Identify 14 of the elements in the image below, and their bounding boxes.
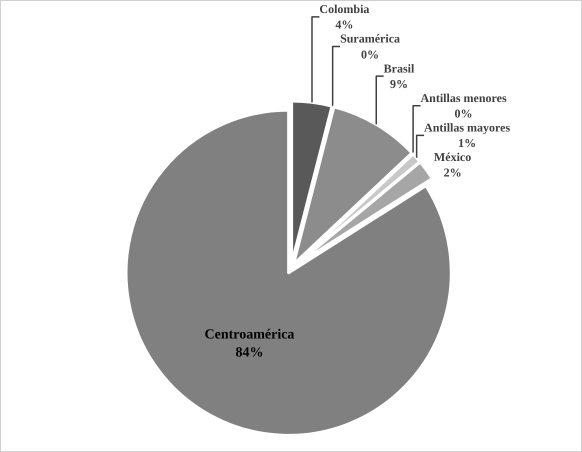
text: 0% — [454, 106, 473, 121]
slice-label: Centroamérica — [204, 327, 294, 342]
data-label: 9% — [390, 76, 408, 91]
category-label: Suramérica — [340, 32, 400, 46]
text: 0% — [361, 47, 380, 62]
slice-label: Brasil — [384, 61, 415, 76]
slice-label: México — [434, 150, 472, 164]
data-label: 84% — [235, 346, 264, 361]
slice-label: Colombia — [319, 2, 370, 16]
slice-label: Antillas mayores — [424, 120, 510, 135]
data-label: 1% — [458, 136, 476, 150]
data-label: 2% — [444, 166, 462, 180]
category-label: Antillas menores — [420, 90, 507, 105]
data-label: 4% — [335, 18, 354, 32]
